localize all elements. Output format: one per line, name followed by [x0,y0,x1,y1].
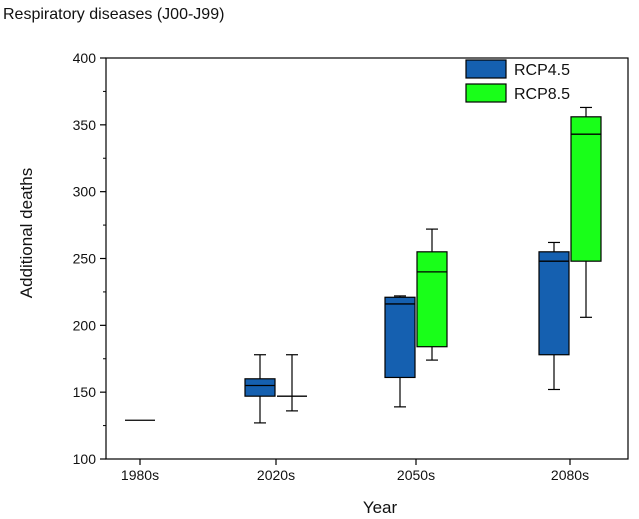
legend-label: RCP4.5 [514,62,570,79]
y-tick-label: 100 [73,451,97,467]
legend-swatch [465,59,507,79]
box-rcp45 [538,251,570,356]
y-tick-label: 350 [73,117,97,133]
y-tick-label: 150 [73,384,97,400]
box-group [125,106,602,424]
x-axis: 1980s 2020s 2050s 2080s [121,459,589,483]
x-tick-label: 2080s [551,467,589,483]
y-tick-label: 400 [73,50,97,66]
box-rcp85 [570,116,602,262]
x-tick-label: 1980s [121,467,159,483]
legend-swatch [465,83,507,103]
y-tick-label: 300 [73,184,97,200]
y-tick-label: 200 [73,317,97,333]
chart-title: Respiratory diseases (J00-J99) [3,6,225,23]
box-rcp45 [384,296,416,379]
x-tick-label: 2020s [257,467,295,483]
y-axis: 100 150 200 250 300 350 400 [73,50,106,467]
y-axis-label: Additional deaths [17,168,36,298]
x-axis-label: Year [363,498,398,517]
box-rcp45 [244,378,276,397]
y-tick-label: 250 [73,251,97,267]
box-rcp85 [416,251,448,348]
legend: RCP4.5 RCP8.5 [465,59,570,103]
legend-label: RCP8.5 [514,86,570,103]
x-tick-label: 2050s [397,467,435,483]
